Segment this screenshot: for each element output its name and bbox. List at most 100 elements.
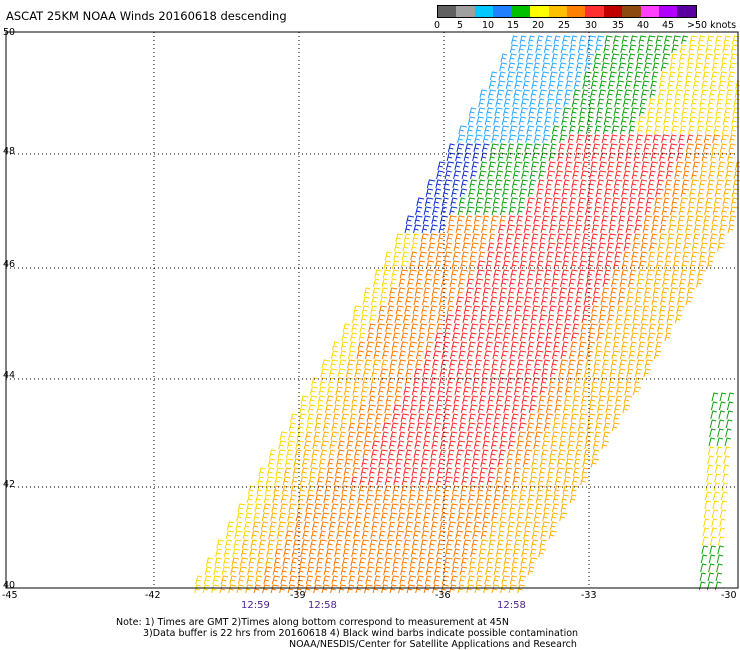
wind-barb (552, 116, 560, 126)
wind-barb (659, 152, 668, 162)
wind-barb (266, 467, 275, 477)
wind-barb (500, 431, 508, 441)
wind-barb (371, 440, 380, 450)
wind-barb (453, 548, 460, 558)
wind-barb (723, 455, 730, 465)
wind-barb (617, 296, 626, 306)
wind-barb (575, 143, 584, 153)
wind-barb (447, 368, 455, 378)
wind-barb (398, 431, 406, 441)
wind-barb (570, 332, 580, 342)
wind-barb (347, 431, 356, 441)
wind-barb (475, 125, 483, 135)
wind-barb (567, 287, 576, 297)
wind-barb (340, 341, 349, 351)
wind-barb (545, 35, 553, 45)
wind-barb (535, 422, 543, 432)
wind-barb (731, 188, 740, 198)
wind-barb (425, 494, 434, 504)
wind-barb (534, 206, 541, 216)
wind-barb (403, 458, 412, 468)
wind-barb (681, 35, 689, 45)
wind-barb (503, 98, 511, 108)
wind-barb (538, 467, 547, 477)
wind-barb (608, 296, 617, 306)
wind-barb (728, 143, 736, 153)
wind-barb (434, 260, 442, 270)
wind-barb (309, 539, 317, 549)
legend-swatch (438, 6, 457, 17)
wind-barb (489, 377, 498, 387)
wind-barb (249, 548, 258, 558)
wind-barb (219, 584, 227, 594)
wind-barb (424, 503, 432, 513)
wind-barb (403, 233, 411, 243)
wind-barb (394, 467, 402, 477)
wind-barb (544, 260, 553, 270)
wind-barb (617, 368, 626, 378)
wind-barb (700, 554, 708, 564)
wind-barb (694, 143, 703, 153)
wind-barb (435, 404, 443, 414)
wind-barb (700, 89, 709, 99)
wind-barb (494, 485, 503, 495)
wind-barb (311, 521, 320, 531)
wind-barb (525, 134, 533, 144)
wind-barb (489, 530, 497, 540)
wind-barb (456, 368, 464, 378)
wind-barb (716, 437, 724, 447)
wind-barb (332, 485, 342, 495)
wind-barb (340, 566, 348, 576)
wind-barb (345, 521, 354, 531)
wind-barb (691, 89, 699, 99)
wind-barb (281, 485, 289, 495)
wind-barb (357, 566, 366, 576)
wind-barb (368, 323, 376, 333)
wind-barb (474, 512, 483, 522)
wind-barb (373, 575, 381, 585)
wind-barb (439, 449, 447, 459)
wind-barb (613, 332, 622, 342)
wind-barb (551, 206, 559, 216)
wind-barb (417, 413, 425, 423)
wind-barb (440, 512, 449, 522)
wind-barb (421, 530, 430, 540)
wind-barb (466, 431, 474, 441)
wind-barb (505, 233, 514, 243)
wind-barb (627, 134, 635, 144)
wind-barb (532, 377, 541, 387)
wind-barb (269, 521, 277, 531)
wind-barb (483, 584, 492, 594)
wind-barb (673, 98, 681, 108)
wind-barb (693, 224, 702, 234)
wind-barb (468, 566, 477, 576)
wind-barb (460, 179, 468, 189)
wind-barb (669, 215, 678, 225)
wind-barb (714, 188, 722, 198)
wind-barb (305, 503, 314, 513)
wind-barb (717, 536, 725, 546)
wind-barb (366, 332, 374, 342)
wind-barb (645, 44, 654, 54)
wind-barb (452, 251, 461, 261)
wind-barb (605, 98, 613, 108)
wind-barb (629, 260, 639, 270)
wind-barb (298, 413, 307, 423)
wind-barb (576, 53, 585, 63)
wind-barb (518, 44, 527, 54)
wind-barb (539, 161, 547, 171)
wind-barb (642, 71, 651, 81)
wind-barb (674, 314, 683, 324)
wind-barb (706, 107, 715, 117)
wind-barb (656, 98, 665, 108)
wind-barb (376, 548, 385, 558)
wind-barb (316, 557, 324, 567)
wind-barb (560, 44, 569, 54)
wind-barb (551, 503, 559, 513)
wind-barb (400, 566, 407, 576)
wind-barb (519, 566, 528, 576)
wind-barb (536, 485, 546, 495)
wind-barb (489, 305, 497, 315)
wind-barb (709, 233, 718, 243)
wind-barb (504, 323, 512, 333)
